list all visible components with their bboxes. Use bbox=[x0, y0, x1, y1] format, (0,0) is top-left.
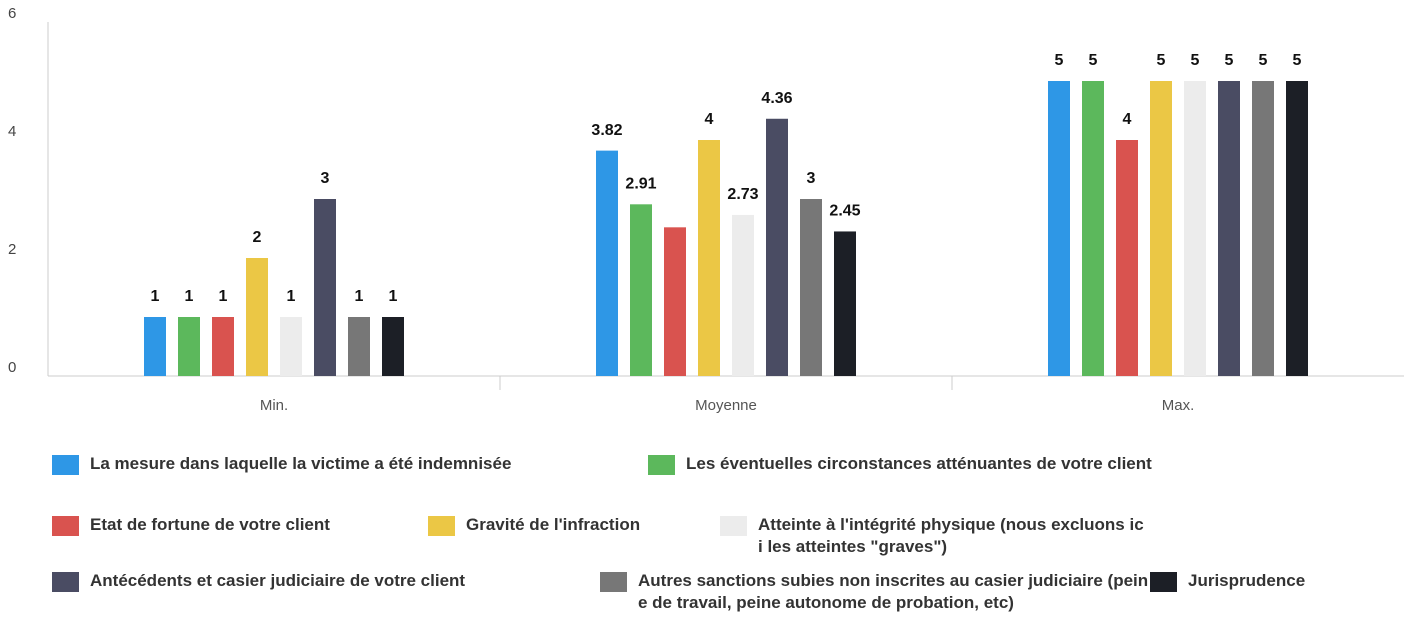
data-label: 5 bbox=[1055, 52, 1064, 69]
bar bbox=[1082, 81, 1104, 376]
legend-swatch bbox=[648, 455, 675, 475]
legend-label: Jurisprudence bbox=[1188, 571, 1306, 590]
legend-label: Antécédents et casier judiciaire de votr… bbox=[90, 571, 466, 590]
y-tick-label: 2 bbox=[8, 241, 16, 258]
data-label: 5 bbox=[1089, 52, 1098, 69]
bar bbox=[1218, 81, 1240, 376]
bar bbox=[664, 227, 686, 376]
legend-label: La mesure dans laquelle la victime a été… bbox=[90, 454, 512, 473]
legend-swatch bbox=[52, 516, 79, 536]
data-label: 4 bbox=[1123, 111, 1132, 128]
legend-swatch bbox=[600, 572, 627, 592]
bar bbox=[178, 317, 200, 376]
bar bbox=[1150, 81, 1172, 376]
chart: 0 2 4 6 Min. 1 1 1 2 1 3 1 1 Moyenne 3.82 2.91 4 2.73 4.36… bbox=[8, 5, 1404, 414]
y-tick-label: 4 bbox=[8, 123, 16, 140]
data-label: 4.36 bbox=[761, 90, 792, 107]
data-label: 2 bbox=[253, 229, 262, 246]
bar bbox=[314, 199, 336, 376]
data-label: 3.82 bbox=[591, 122, 622, 139]
bar bbox=[212, 317, 234, 376]
legend-swatch bbox=[52, 455, 79, 475]
bar bbox=[1286, 81, 1308, 376]
y-tick-label: 0 bbox=[8, 359, 16, 376]
bar bbox=[800, 199, 822, 376]
data-label: 5 bbox=[1157, 52, 1166, 69]
bar bbox=[1184, 81, 1206, 376]
data-label: 2.45 bbox=[829, 203, 860, 220]
legend-label: Etat de fortune de votre client bbox=[90, 515, 330, 534]
bar bbox=[348, 317, 370, 376]
y-tick-label: 6 bbox=[8, 5, 16, 22]
data-label: 2.73 bbox=[727, 186, 758, 203]
data-label: 5 bbox=[1225, 52, 1234, 69]
bar bbox=[596, 150, 618, 376]
bar bbox=[1116, 140, 1138, 376]
legend-label: Autres sanctions subies non inscrites au… bbox=[638, 571, 1149, 612]
data-label: 3 bbox=[807, 170, 816, 187]
data-label: 5 bbox=[1259, 52, 1268, 69]
bar bbox=[1048, 81, 1070, 376]
data-label: 1 bbox=[287, 288, 296, 305]
bar bbox=[630, 204, 652, 376]
x-tick-label: Max. bbox=[1162, 397, 1195, 414]
legend-label: Gravité de l'infraction bbox=[466, 515, 641, 534]
x-tick-label: Moyenne bbox=[695, 397, 757, 414]
data-label: 4 bbox=[705, 111, 714, 128]
data-label: 5 bbox=[1293, 52, 1302, 69]
data-label: 1 bbox=[151, 288, 160, 305]
data-label: 3 bbox=[321, 170, 330, 187]
bar bbox=[732, 214, 754, 376]
bar bbox=[1252, 81, 1274, 376]
bar bbox=[698, 140, 720, 376]
legend-label: Les éventuelles circonstances atténuante… bbox=[686, 454, 1152, 473]
bar bbox=[246, 258, 268, 376]
data-label: 1 bbox=[355, 288, 364, 305]
bar bbox=[144, 317, 166, 376]
legend-swatch bbox=[1150, 572, 1177, 592]
data-label: 2.91 bbox=[625, 176, 656, 193]
legend-swatch bbox=[428, 516, 455, 536]
bar bbox=[834, 231, 856, 376]
legend-label: Atteinte à l'intégrité physique (nous ex… bbox=[758, 515, 1144, 556]
data-label: 1 bbox=[389, 288, 398, 305]
bar bbox=[280, 317, 302, 376]
data-label: 1 bbox=[185, 288, 194, 305]
x-tick-label: Min. bbox=[260, 397, 288, 414]
bar bbox=[382, 317, 404, 376]
legend-swatch bbox=[52, 572, 79, 592]
data-label: 5 bbox=[1191, 52, 1200, 69]
legend-swatch bbox=[720, 516, 747, 536]
data-label: 1 bbox=[219, 288, 228, 305]
bar bbox=[766, 118, 788, 376]
